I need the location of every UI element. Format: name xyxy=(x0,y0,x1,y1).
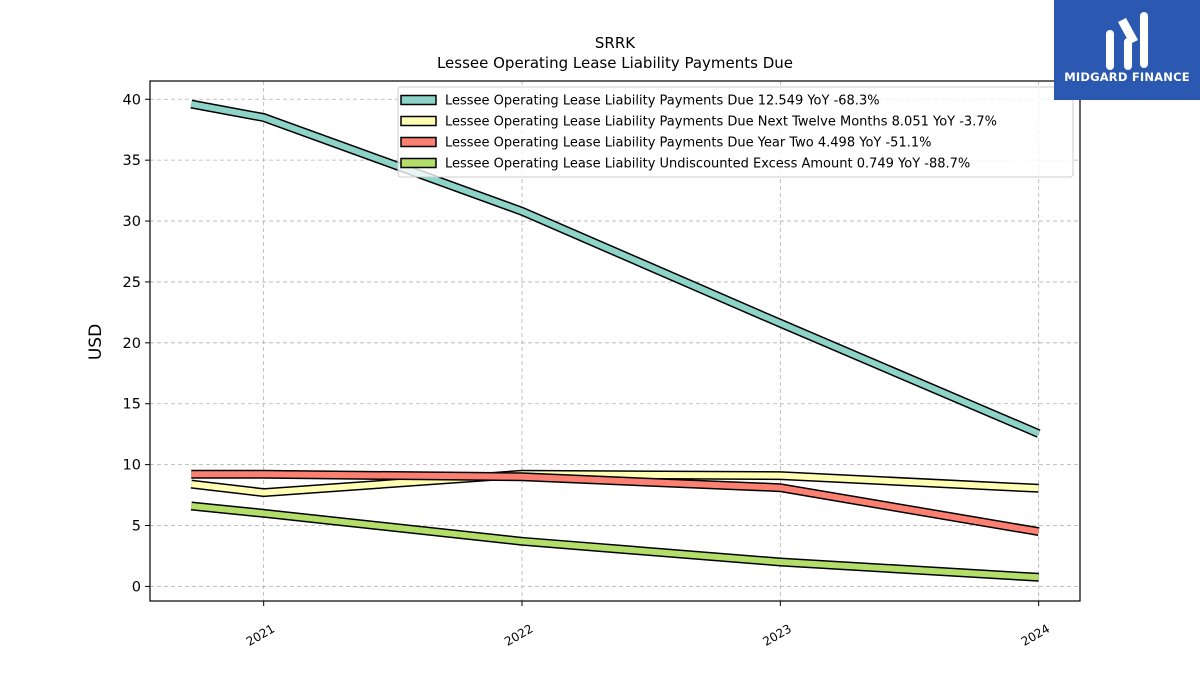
legend-label: Lessee Operating Lease Liability Payment… xyxy=(445,115,997,130)
y-tick-label: 20 xyxy=(123,336,141,352)
y-axis-ticks: 0 5 10 15 20 25 30 35 40 xyxy=(123,92,150,595)
legend-label: Lessee Operating Lease Liability Payment… xyxy=(445,94,880,109)
legend-label: Lessee Operating Lease Liability Undisco… xyxy=(445,157,970,172)
x-tick-label: 2022 xyxy=(502,621,535,648)
plot-frame xyxy=(149,80,1081,602)
y-tick-label: 35 xyxy=(123,153,141,169)
legend-swatch xyxy=(400,115,437,127)
logo-mark-icon xyxy=(1106,12,1148,70)
series-line-fill xyxy=(191,471,1040,535)
legend-label: Lessee Operating Lease Liability Payment… xyxy=(445,136,931,151)
series-line-1 xyxy=(190,99,1041,438)
y-tick-label: 40 xyxy=(123,92,141,108)
x-axis-ticks: 2021 2022 2023 2024 xyxy=(244,601,1052,649)
legend-box xyxy=(397,86,1074,178)
chart-subtitle: Lessee Operating Lease Liability Payment… xyxy=(437,54,793,72)
chart-title: SRRK xyxy=(595,34,636,52)
y-tick-label: 0 xyxy=(132,579,141,595)
series-lines xyxy=(190,99,1041,582)
logo-text: MIDGARD FINANCE xyxy=(1064,70,1190,84)
y-tick-label: 10 xyxy=(123,458,141,474)
y-tick-label: 25 xyxy=(123,275,141,291)
series-line-4 xyxy=(190,501,1039,582)
y-tick-label: 5 xyxy=(132,518,141,534)
series-line-3 xyxy=(191,469,1040,537)
y-tick-label: 30 xyxy=(123,214,141,230)
x-tick-label: 2023 xyxy=(760,621,793,648)
y-tick-label: 15 xyxy=(123,397,141,413)
legend-swatch xyxy=(400,136,437,148)
series-line-fill xyxy=(190,101,1040,437)
legend-swatch xyxy=(400,157,437,169)
x-tick-label: 2021 xyxy=(244,621,277,648)
series-line-fill xyxy=(190,503,1039,581)
y-axis-label: USD xyxy=(86,324,106,360)
legend: Lessee Operating Lease Liability Payment… xyxy=(397,86,1074,178)
brand-logo: MIDGARD FINANCE xyxy=(1054,0,1200,100)
x-tick-label: 2024 xyxy=(1019,621,1052,648)
legend-swatch xyxy=(400,94,437,106)
